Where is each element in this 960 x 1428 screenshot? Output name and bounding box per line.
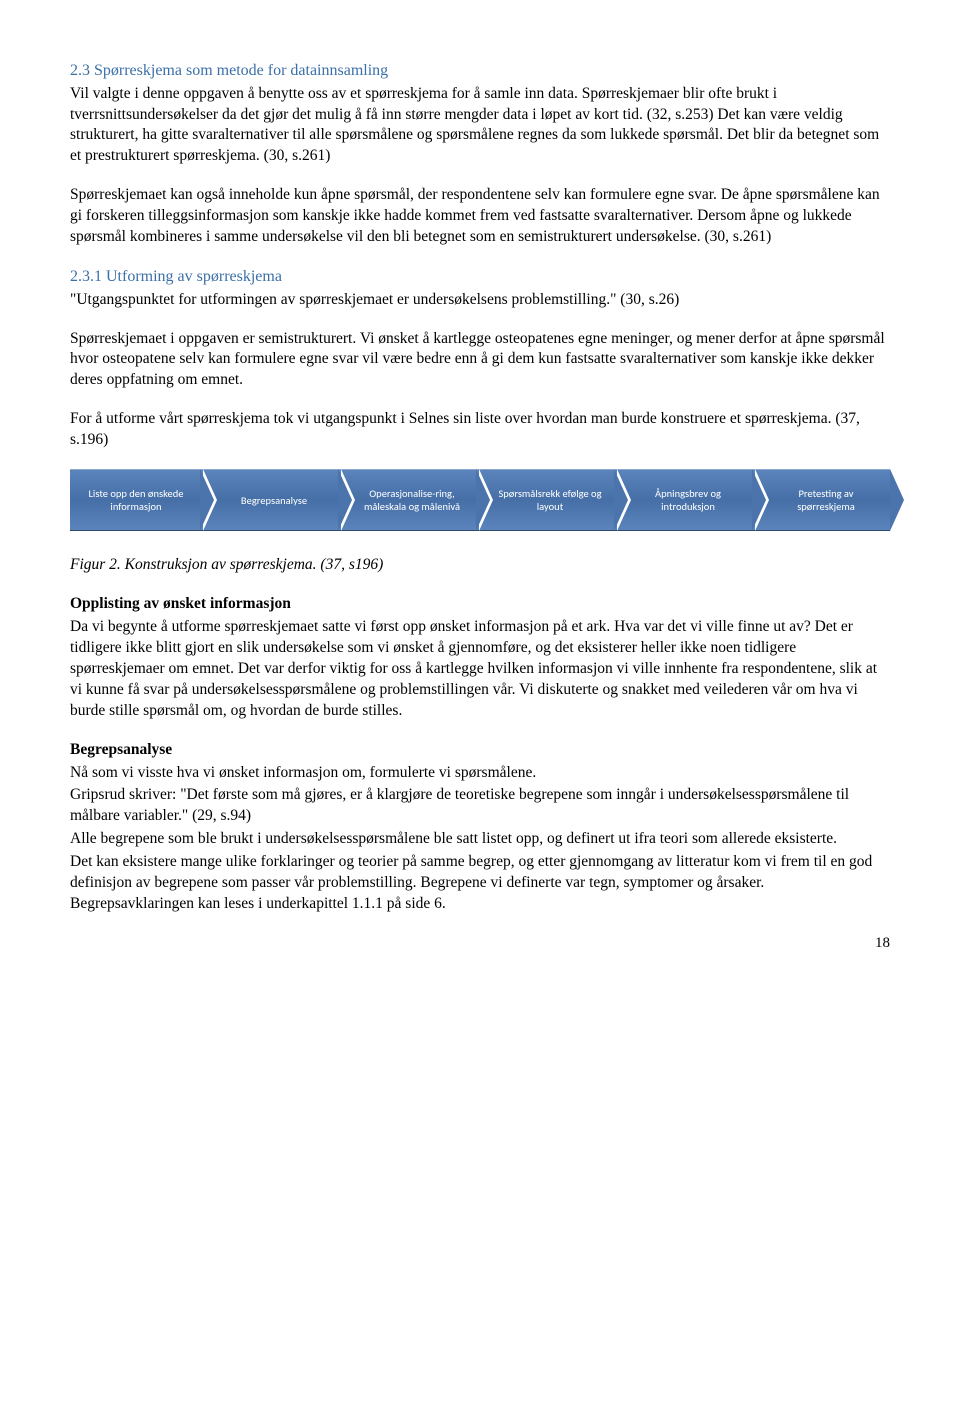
subsection-heading: Opplisting av ønsket informasjon bbox=[70, 594, 890, 615]
body-paragraph: For å utforme vårt spørreskjema tok vi u… bbox=[70, 409, 890, 451]
arrow-step: Begrepsanalyse bbox=[200, 469, 338, 531]
body-paragraph: Det kan eksistere mange ulike forklaring… bbox=[70, 852, 890, 915]
page-number: 18 bbox=[70, 933, 890, 953]
body-paragraph: Gripsrud skriver: "Det første som må gjø… bbox=[70, 785, 890, 827]
body-paragraph: Spørreskjemaet i oppgaven er semistruktu… bbox=[70, 329, 890, 392]
body-paragraph: "Utgangspunktet for utformingen av spørr… bbox=[70, 290, 890, 311]
arrow-step: Operasjonalise-ring, måleskala og måleni… bbox=[338, 469, 476, 531]
arrow-step: Åpningsbrev og introduksjon bbox=[614, 469, 752, 531]
process-arrow-diagram: Liste opp den ønskede informasjon Begrep… bbox=[70, 469, 890, 531]
figure-caption: Figur 2. Konstruksjon av spørreskjema. (… bbox=[70, 555, 890, 576]
body-paragraph: Da vi begynte å utforme spørreskjemaet s… bbox=[70, 617, 890, 722]
arrow-step: Spørsmålsrekk efølge og layout bbox=[476, 469, 614, 531]
arrow-step: Pretesting av spørreskjema bbox=[752, 469, 890, 531]
section-heading-2-3: 2.3 Spørreskjema som metode for datainns… bbox=[70, 60, 890, 82]
body-paragraph: Spørreskjemaet kan også inneholde kun åp… bbox=[70, 185, 890, 248]
subsection-heading: Begrepsanalyse bbox=[70, 740, 890, 761]
body-paragraph: Vil valgte i denne oppgaven å benytte os… bbox=[70, 84, 890, 168]
body-paragraph: Alle begrepene som ble brukt i undersøke… bbox=[70, 829, 890, 850]
body-paragraph: Nå som vi visste hva vi ønsket informasj… bbox=[70, 763, 890, 784]
arrow-step: Liste opp den ønskede informasjon bbox=[70, 469, 200, 531]
section-heading-2-3-1: 2.3.1 Utforming av spørreskjema bbox=[70, 266, 890, 288]
